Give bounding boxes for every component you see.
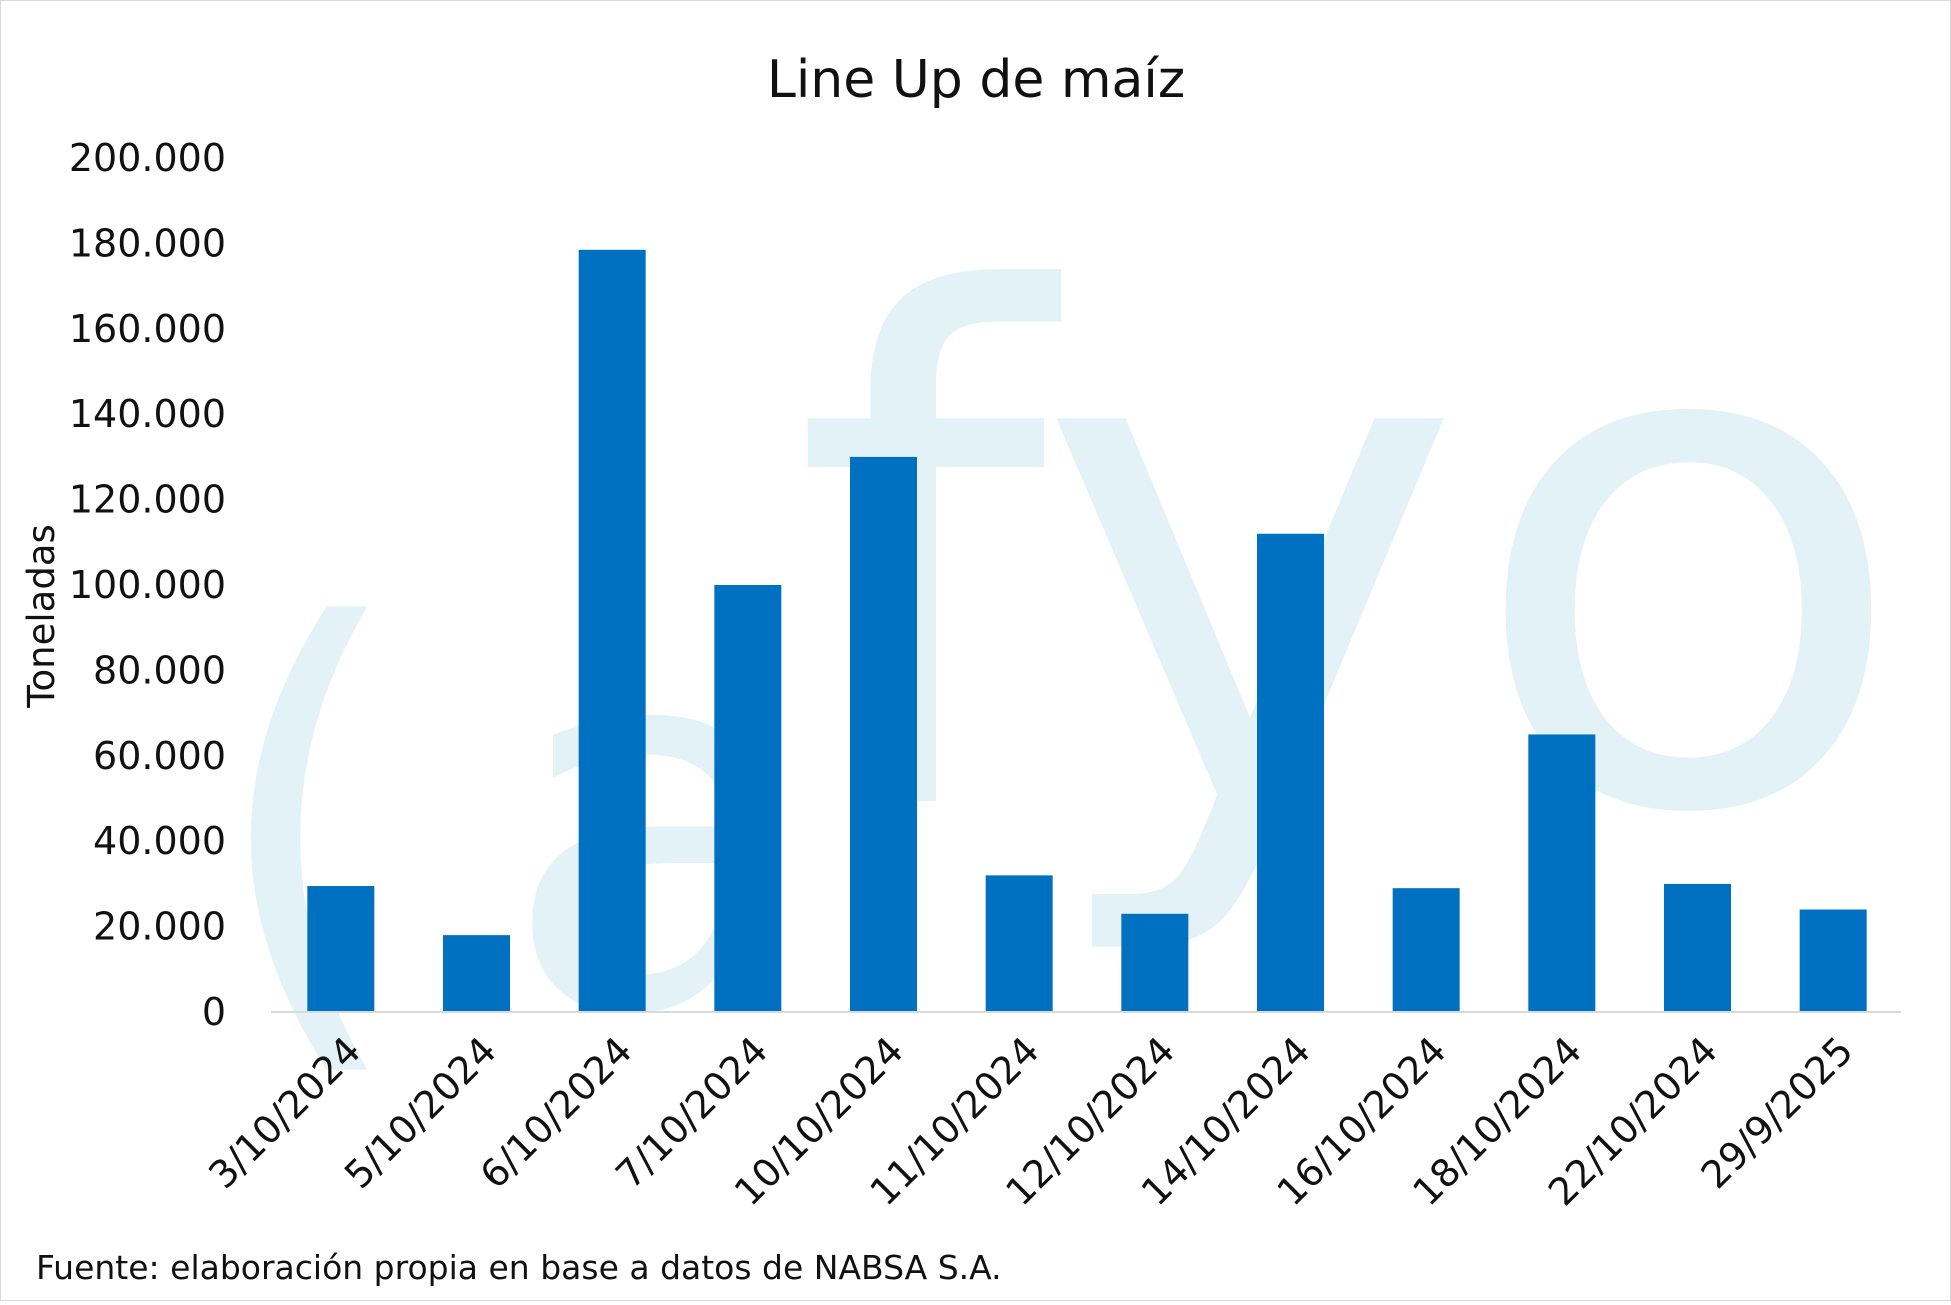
bar: [1121, 913, 1189, 1012]
source-note: Fuente: elaboración propia en base a dat…: [36, 1248, 1002, 1287]
y-tick-label: 60.000: [93, 734, 226, 778]
y-tick-label: 140.000: [69, 392, 226, 436]
y-tick-label: 20.000: [93, 905, 226, 949]
x-axis-ticks: 3/10/20245/10/20246/10/20247/10/202410/1…: [200, 1028, 1861, 1214]
y-axis-label: Toneladas: [20, 524, 63, 709]
bar: [1664, 883, 1731, 1012]
watermark-fyo: fyo: [791, 152, 1911, 967]
y-tick-label: 180.000: [69, 221, 226, 265]
bars: [307, 249, 1867, 1012]
y-axis-ticks: 0 20.000 40.000 60.000 80.000 100.000 120.000 1…: [69, 136, 226, 1034]
bar: [1799, 909, 1867, 1012]
bar: [985, 875, 1053, 1012]
bar: [1392, 888, 1460, 1012]
bar: [714, 585, 782, 1012]
y-tick-label: 80.000: [93, 648, 226, 692]
y-tick-label: 160.000: [69, 307, 226, 351]
bar: [307, 886, 375, 1012]
bar: [1528, 734, 1596, 1012]
bar: [443, 935, 510, 1012]
watermark-paren: (: [206, 518, 409, 1124]
y-tick-label: 120.000: [69, 478, 226, 522]
bar: [850, 456, 917, 1012]
y-tick-label: 100.000: [69, 563, 226, 607]
bar: [1257, 533, 1324, 1012]
y-tick-label: 0: [202, 990, 226, 1034]
chart-title: Line Up de maíz: [767, 50, 1185, 110]
bar: [578, 249, 646, 1012]
y-tick-label: 40.000: [93, 819, 226, 863]
y-tick-label: 200.000: [69, 136, 226, 180]
